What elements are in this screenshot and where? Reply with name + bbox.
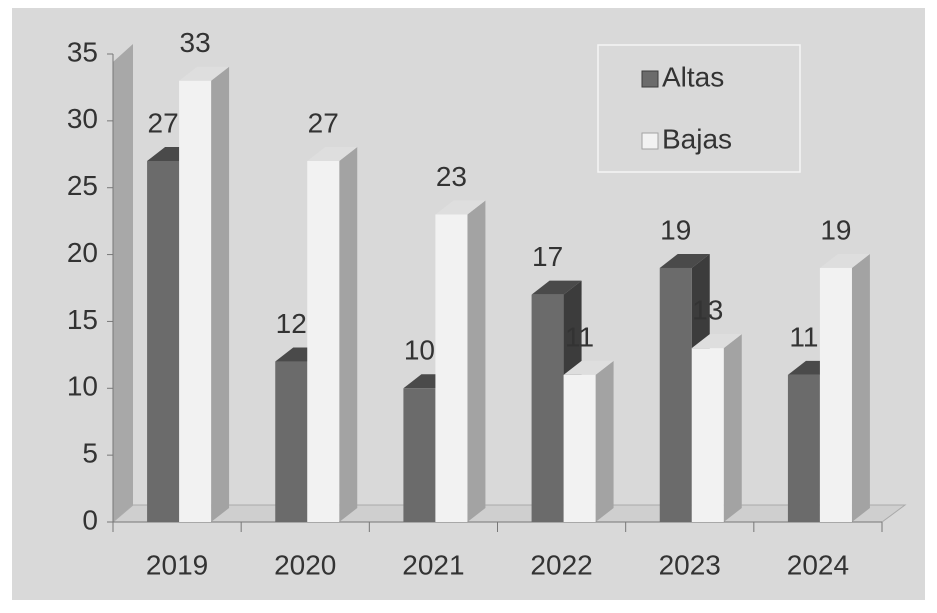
data-label: 27 (308, 107, 339, 138)
bar-side (595, 360, 614, 522)
legend-label: Bajas (662, 123, 732, 154)
bar-front (531, 294, 564, 522)
data-label: 19 (820, 214, 851, 245)
y-tick-label: 25 (67, 170, 98, 201)
bar (179, 66, 230, 522)
bar-front (659, 267, 692, 522)
bar-front (307, 160, 340, 522)
data-label: 23 (436, 161, 467, 192)
bar-side (851, 253, 870, 522)
data-label: 33 (180, 27, 211, 58)
bar-top (307, 146, 358, 161)
legend-box (597, 44, 801, 173)
bar (691, 334, 742, 522)
bar-side (723, 334, 742, 522)
x-tick-label: 2020 (274, 549, 336, 580)
data-label: 13 (692, 295, 723, 326)
bar-front (147, 160, 180, 522)
back-wall (113, 44, 133, 522)
y-tick-label: 10 (67, 371, 98, 402)
y-tick-label: 5 (82, 438, 98, 469)
data-label: 10 (404, 335, 435, 366)
y-tick-label: 30 (67, 103, 98, 134)
bar-side (339, 146, 358, 522)
bar-top (435, 200, 486, 215)
bar-front (787, 374, 820, 522)
bar-top (819, 253, 870, 268)
data-label: 11 (565, 321, 594, 352)
bar-front (819, 267, 852, 522)
data-label: 27 (148, 107, 179, 138)
y-tick-label: 35 (67, 36, 98, 67)
bar (819, 253, 870, 522)
bar-top (659, 253, 710, 268)
bar (435, 200, 486, 522)
bar-top (531, 280, 582, 295)
bar-front (179, 80, 212, 522)
bar (307, 146, 358, 522)
bar-top (691, 334, 742, 349)
bar-side (467, 200, 486, 522)
data-label: 12 (276, 308, 307, 339)
legend-label: Altas (662, 61, 724, 92)
floor (111, 504, 907, 523)
bar-front (691, 348, 724, 522)
data-label: 17 (532, 241, 563, 272)
x-tick-label: 2024 (787, 549, 849, 580)
data-label: 19 (660, 214, 691, 245)
y-tick-label: 15 (67, 304, 98, 335)
bar-front (563, 374, 596, 522)
x-tick-label: 2023 (659, 549, 721, 580)
data-label: 11 (789, 321, 818, 352)
legend-swatch (641, 70, 659, 88)
x-tick-label: 2021 (402, 549, 464, 580)
bar (563, 360, 614, 522)
bar-front (435, 214, 468, 522)
x-tick-label: 2019 (146, 549, 208, 580)
y-tick-label: 0 (82, 504, 98, 535)
y-tick-label: 20 (67, 237, 98, 268)
x-tick-label: 2022 (530, 549, 592, 580)
legend-swatch (641, 132, 659, 150)
bar-front (403, 388, 436, 522)
bar-top (179, 66, 230, 81)
bar-top (563, 360, 614, 375)
bar-side (211, 66, 230, 522)
bar-front (275, 361, 308, 522)
